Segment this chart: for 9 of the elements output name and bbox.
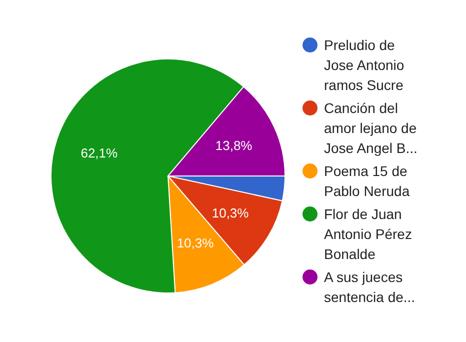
data-label: 13,8%: [215, 138, 253, 153]
data-label: 10,3%: [212, 206, 250, 221]
data-label: 62,1%: [80, 146, 118, 161]
legend-label: Poema 15 de Pablo Neruda: [324, 162, 411, 201]
legend-label: A sus jueces sentencia de...: [324, 268, 416, 307]
legend-label: Canción del amor lejano de Jose Angel B...: [324, 99, 418, 158]
legend-label: Flor de Juan Antonio Pérez Bonalde: [324, 205, 413, 264]
legend-label: Preludio de Jose Antonio ramos Sucre: [324, 36, 406, 95]
data-label: 10,3%: [176, 236, 214, 251]
